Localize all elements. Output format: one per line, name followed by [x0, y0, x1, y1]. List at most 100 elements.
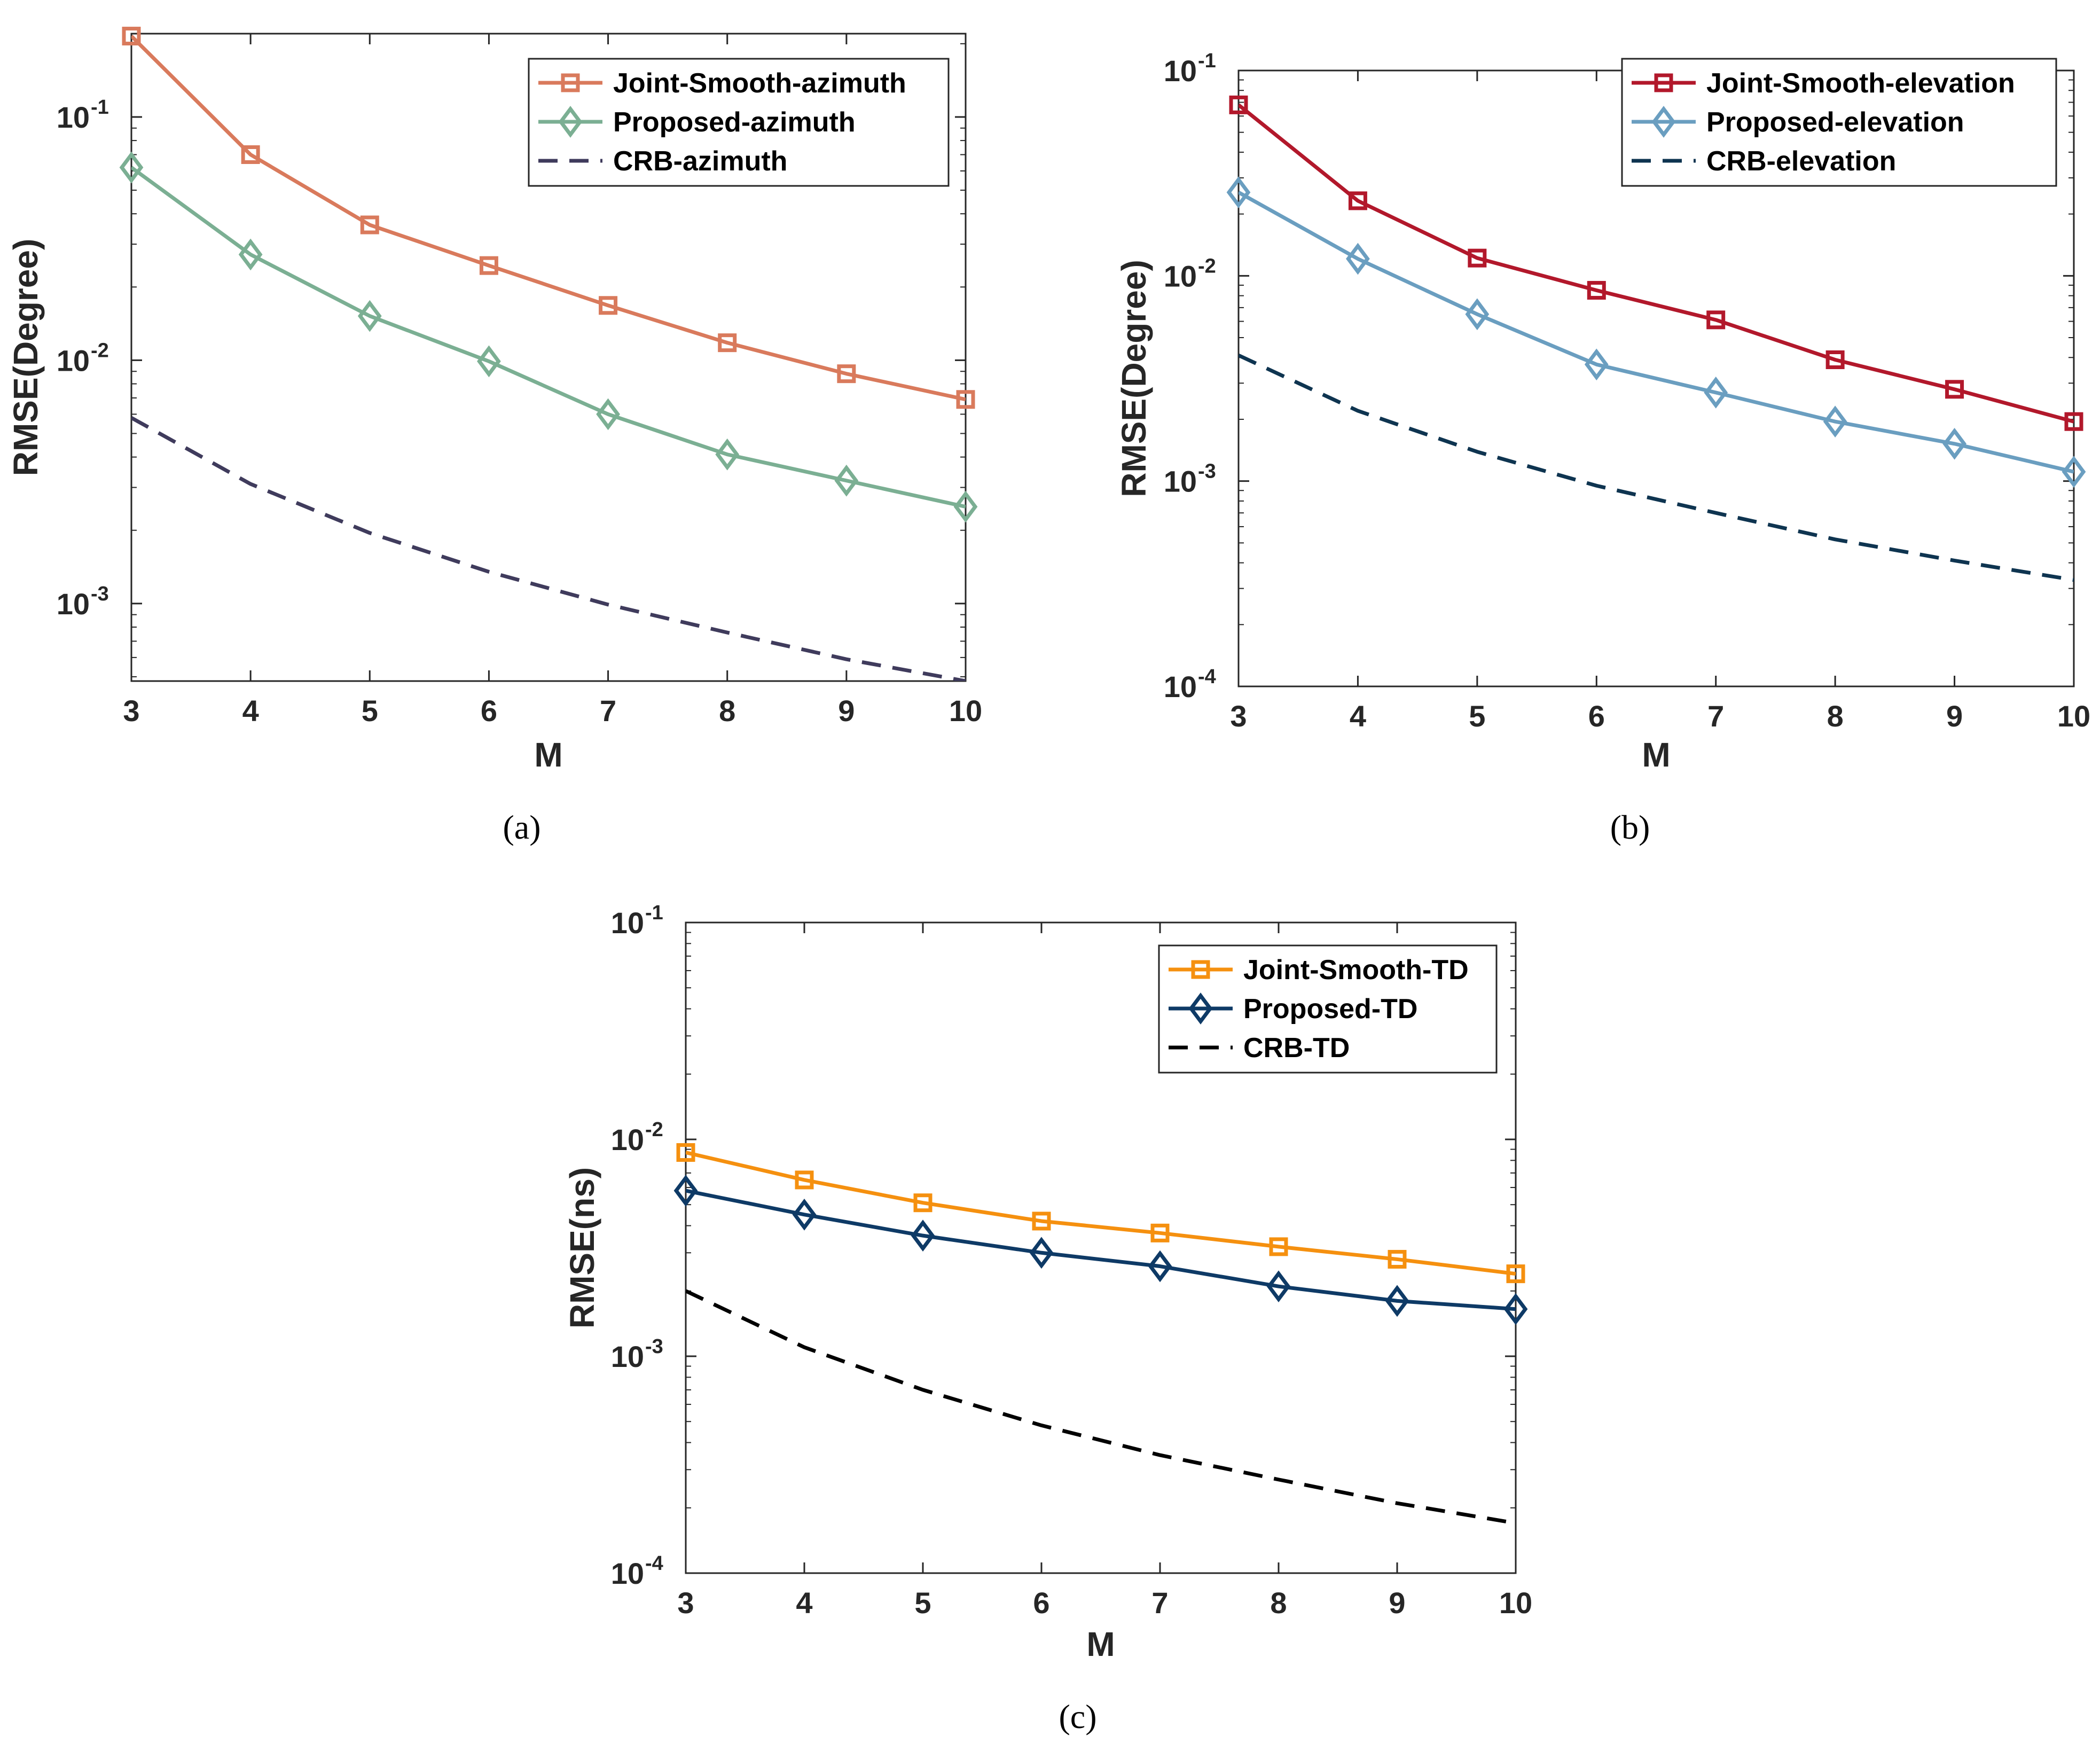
chart-b-y-tick-label: 10 -2: [1164, 255, 1216, 293]
chart-a-series-proposed-azimuth-point: [596, 398, 620, 431]
chart-a-y-tick-exp: -1: [91, 96, 109, 119]
chart-a-x-tick-label: 5: [362, 694, 378, 728]
chart-b-legend: Joint-Smooth-elevation Proposed-elevation…: [1621, 58, 2057, 187]
chart-c-series-joint-smooth-td-point: [1388, 1249, 1407, 1269]
chart-c-y-tick-label: 10 -1: [611, 902, 663, 940]
chart-c-legend-marker: [1188, 992, 1213, 1025]
chart-a-x-tick-label: 7: [600, 694, 616, 728]
chart-a-series-joint-smooth-azimuth-point: [956, 390, 975, 409]
chart-c-series-proposed-td-line: [686, 1189, 1516, 1311]
chart-c-y-tick-base: 10: [611, 1123, 644, 1156]
chart-c-y-tick-exp: -3: [645, 1335, 663, 1358]
chart-a-y-tick-label: 10 -2: [57, 339, 109, 377]
chart-c-y-tick-exp: -4: [645, 1552, 663, 1575]
chart-c-series-joint-smooth-td-point: [1032, 1211, 1051, 1231]
chart-b-legend-label: Joint-Smooth-elevation: [1706, 68, 2015, 99]
chart-a-legend-item: CRB-azimuth: [538, 146, 787, 177]
chart-a-series-proposed-azimuth-point: [357, 300, 382, 332]
chart-c-x-axis-label: M: [1086, 1625, 1115, 1663]
chart-c-y-tick-base: 10: [611, 1557, 644, 1590]
chart-a-y-tick-base: 10: [57, 343, 90, 377]
chart-b-series-proposed-elevation-point: [1465, 298, 1490, 331]
chart-c-y-tick-label: 10 -2: [611, 1119, 663, 1156]
chart-a-series-proposed-azimuth-point: [715, 438, 740, 471]
chart-a-legend-label: CRB-azimuth: [613, 146, 787, 177]
chart-c-legend-marker: [1191, 960, 1210, 979]
chart-a-series-joint-smooth-azimuth-point: [837, 364, 856, 384]
chart-a-x-tick-label: 8: [719, 694, 735, 728]
chart-a-legend: Joint-Smooth-azimuth Proposed-azimuth CRB-…: [528, 58, 950, 187]
chart-a-legend-marker: [561, 73, 580, 92]
chart-c-legend-label: Joint-Smooth-TD: [1243, 955, 1469, 986]
chart-b-y-tick-base: 10: [1164, 465, 1197, 498]
chart-b-x-tick-label: 6: [1588, 699, 1605, 733]
chart-c-series-joint-smooth-td-point: [1150, 1223, 1170, 1242]
chart-b-series-proposed-elevation-point: [1226, 176, 1251, 208]
chart-c-series-joint-smooth-td-point: [1506, 1264, 1525, 1284]
chart-b-series-joint-smooth-elevation-point: [1468, 248, 1487, 268]
chart-c-series-proposed-td-point: [1503, 1293, 1528, 1325]
chart-b-series-proposed-elevation-point: [1823, 405, 1847, 438]
chart-b-x-tick-label: 10: [2057, 699, 2090, 733]
chart-c-series-proposed-td-point: [673, 1175, 698, 1207]
chart-c-y-tick-label: 10 -3: [611, 1335, 663, 1373]
chart-a: 10 -110 -210 -33 4 5 6 7 8 9 10MRMSE(Degree)Joint-…: [6, 27, 982, 846]
chart-b-y-tick-base: 10: [1164, 670, 1197, 703]
chart-c-caption: (c): [1059, 1698, 1096, 1736]
chart-c: 10 -110 -210 -310 -43 4 5 6 7 8 9 10MRMSE(ns)Joint-…: [563, 902, 1532, 1736]
chart-a-legend-label: Proposed-azimuth: [613, 107, 856, 138]
chart-b-series-joint-smooth-elevation-point: [1825, 350, 1845, 370]
chart-c-series-joint-smooth-td-point: [795, 1170, 814, 1190]
chart-c-y-tick-exp: -2: [645, 1119, 663, 1141]
chart-a-series-joint-smooth-azimuth-point: [122, 27, 141, 46]
chart-b-series-joint-smooth-elevation-point: [1348, 191, 1367, 210]
chart-b-series-joint-smooth-elevation-line: [1239, 103, 2074, 424]
chart-a-y-tick-exp: -2: [91, 339, 109, 362]
chart-a-x-tick-label: 10: [949, 694, 982, 728]
chart-a-series-joint-smooth-azimuth-point: [241, 145, 260, 164]
chart-b-y-tick-exp: -1: [1198, 50, 1216, 72]
chart-a-series-joint-smooth-azimuth-point: [360, 215, 379, 234]
chart-a-series-proposed-azimuth-point: [238, 238, 263, 271]
chart-c-y-tick-label: 10 -4: [611, 1552, 663, 1590]
chart-b-x-axis-label: M: [1642, 736, 1670, 774]
chart-a-y-tick-label: 10 -1: [57, 96, 109, 134]
chart-a-series-proposed-azimuth-point: [477, 345, 501, 378]
chart-a-legend-item: Joint-Smooth-azimuth: [538, 68, 906, 99]
chart-c-legend-item: CRB-TD: [1169, 1033, 1350, 1064]
chart-b-series-proposed-elevation-point: [1704, 377, 1728, 409]
chart-c-legend: Joint-Smooth-TD Proposed-TD CRB-TD: [1158, 944, 1498, 1074]
chart-c-y-axis-label: RMSE(ns): [563, 1167, 601, 1328]
chart-b-legend-item: Proposed-elevation: [1632, 106, 1964, 138]
chart-c-legend-item: Joint-Smooth-TD: [1169, 955, 1469, 986]
chart-b-legend-item: Joint-Smooth-elevation: [1632, 68, 2015, 99]
chart-c-x-tick-label: 8: [1270, 1586, 1287, 1620]
chart-a-legend-marker: [558, 106, 583, 138]
chart-a-x-tick-label: 9: [838, 694, 855, 728]
chart-c-x-tick-label: 10: [1499, 1586, 1532, 1620]
chart-a-y-tick-exp: -3: [91, 583, 109, 605]
chart-a-x-axis-label: M: [534, 736, 562, 774]
chart-b-series-joint-smooth-elevation-point: [1587, 280, 1606, 300]
chart-b-legend-label: Proposed-elevation: [1706, 107, 1964, 138]
chart-c-x-tick-label: 6: [1033, 1586, 1049, 1620]
chart-c-y-tick-base: 10: [611, 906, 644, 940]
chart-a-x-tick-label: 4: [242, 694, 259, 728]
chart-b-caption: (b): [1610, 808, 1650, 846]
chart-b-y-tick-label: 10 -3: [1164, 460, 1216, 498]
chart-a-legend-label: Joint-Smooth-azimuth: [613, 68, 906, 99]
chart-a-x-tick-label: 6: [481, 694, 497, 728]
chart-b-legend-marker: [1651, 106, 1676, 138]
chart-b-y-tick-exp: -2: [1198, 255, 1216, 277]
chart-b: 10 -110 -210 -310 -43 4 5 6 7 8 9 10MRMSE(Degree)Jo…: [1115, 50, 2090, 846]
chart-b-y-tick-exp: -4: [1198, 666, 1216, 688]
chart-b-x-tick-label: 7: [1707, 699, 1724, 733]
chart-b-x-tick-label: 3: [1230, 699, 1247, 733]
chart-c-x-tick-label: 9: [1389, 1586, 1405, 1620]
chart-a-y-tick-base: 10: [57, 100, 90, 134]
chart-c-series-proposed-td-point: [911, 1220, 935, 1252]
chart-c-series-proposed-td-point: [1029, 1237, 1054, 1269]
chart-b-y-tick-base: 10: [1164, 54, 1197, 88]
chart-a-series-proposed-azimuth-line: [131, 166, 966, 509]
